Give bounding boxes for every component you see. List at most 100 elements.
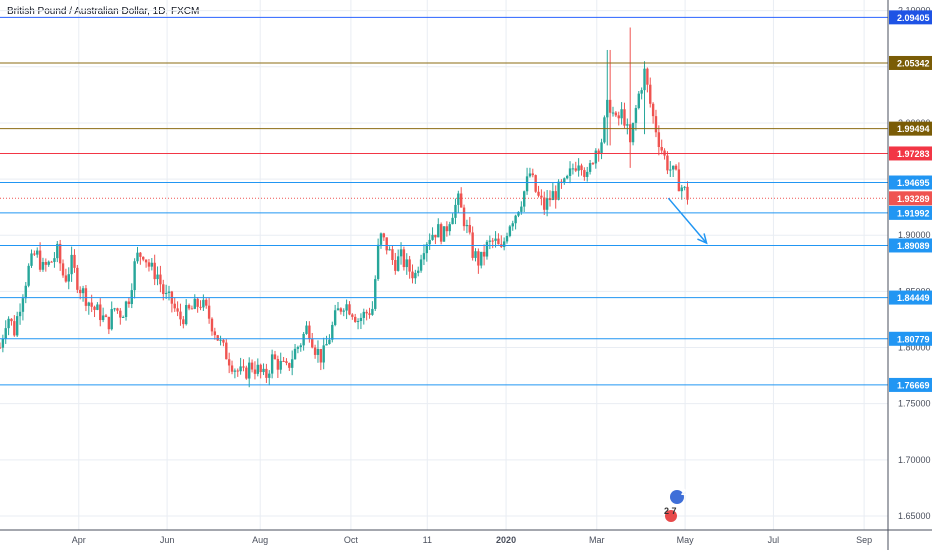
- price-badge-label: 2.05342: [897, 58, 930, 68]
- candle-body: [594, 150, 598, 164]
- candle-body: [445, 226, 449, 232]
- candle-body: [603, 117, 606, 143]
- candle-body: [419, 259, 423, 271]
- candle-body: [643, 68, 646, 91]
- candle-body: [468, 224, 471, 233]
- candle-body: [405, 259, 408, 268]
- candle-body: [454, 204, 457, 218]
- candle-body: [608, 99, 612, 113]
- candle-body: [356, 321, 360, 323]
- x-tick-label: 11: [423, 535, 432, 545]
- x-tick-label: Apr: [72, 535, 86, 545]
- candle-body: [207, 305, 211, 319]
- x-tick-label: Aug: [252, 535, 268, 545]
- candle-body: [474, 251, 477, 258]
- candle-body: [225, 342, 228, 360]
- candle-body: [411, 271, 414, 279]
- candle-body: [531, 173, 534, 176]
- candle-body: [528, 173, 532, 177]
- candle-body: [686, 186, 689, 200]
- candle-body: [646, 68, 649, 85]
- candle-body: [64, 275, 68, 282]
- candle-body: [565, 175, 569, 179]
- candle-body: [371, 308, 374, 315]
- candle-body: [523, 191, 526, 207]
- candle-body: [196, 298, 199, 307]
- candle-body: [540, 195, 543, 198]
- candles-layer: [0, 27, 689, 388]
- x-tick-label: Jul: [768, 535, 780, 545]
- price-badge-label: 1.93289: [897, 194, 930, 204]
- candle-body: [611, 112, 615, 114]
- candle-body: [325, 344, 328, 346]
- candle-body: [462, 207, 466, 227]
- candle-body: [81, 288, 85, 294]
- candle-body: [434, 234, 437, 238]
- candle-body: [437, 224, 440, 238]
- candle-body: [184, 305, 188, 325]
- candle-body: [296, 347, 300, 349]
- candle-body: [551, 191, 555, 201]
- candle-body: [199, 306, 202, 308]
- candle-body: [617, 115, 620, 119]
- candle-body: [451, 217, 454, 225]
- candle-body: [276, 359, 280, 370]
- candle-body: [657, 132, 661, 148]
- candle-body: [270, 354, 274, 374]
- candle-body: [182, 319, 185, 325]
- candle-body: [56, 243, 59, 259]
- candle-body: [7, 318, 10, 329]
- event-icons[interactable]: 2 2 7: [664, 487, 686, 522]
- event-icon-bottom-label: 2 7: [664, 506, 677, 516]
- candle-body: [545, 198, 549, 210]
- price-badge: [889, 121, 932, 136]
- candle-body: [139, 252, 142, 257]
- candle-body: [299, 345, 302, 348]
- candle-body: [319, 348, 323, 363]
- candle-body: [376, 244, 380, 280]
- chart-title: British Pound / Australian Dollar, 1D, F…: [7, 6, 200, 17]
- candle-body: [316, 348, 320, 355]
- candle-body: [173, 303, 176, 309]
- candle-body: [107, 316, 111, 330]
- candle-body: [488, 240, 492, 242]
- event-icon-top[interactable]: [670, 490, 684, 504]
- candle-body: [640, 90, 643, 94]
- candle-body: [620, 109, 623, 119]
- candle-body: [402, 249, 406, 268]
- horizontal-levels[interactable]: [0, 16, 888, 386]
- candle-body: [213, 331, 217, 336]
- candle-body: [394, 260, 397, 271]
- candle-body: [265, 368, 268, 378]
- candle-body: [634, 108, 638, 123]
- candle-body: [79, 289, 82, 294]
- candle-body: [136, 252, 139, 262]
- candle-body: [302, 333, 305, 346]
- candle-body: [591, 163, 595, 165]
- candle-body: [534, 175, 537, 192]
- candle-body: [273, 354, 277, 360]
- candle-body: [116, 308, 119, 311]
- candle-body: [202, 299, 205, 308]
- event-icon-top-label: 2: [681, 487, 686, 497]
- projection-arrow[interactable]: [667, 197, 708, 245]
- candle-body: [219, 339, 222, 341]
- candle-body: [537, 191, 540, 196]
- x-axis-ticks: Apr Jun Aug Oct 11 2020 Mar May Jul Sep: [72, 535, 872, 545]
- candle-body: [87, 302, 90, 306]
- candle-body: [15, 316, 19, 336]
- y-tick-label: 1.75000: [898, 399, 931, 409]
- candle-body: [147, 262, 151, 267]
- candle-body: [288, 363, 291, 368]
- arrow-head: [697, 233, 708, 245]
- candle-body: [485, 241, 489, 257]
- candle-body: [666, 155, 669, 171]
- candle-body: [359, 317, 363, 322]
- candle-body: [385, 237, 388, 251]
- event-icon-bottom[interactable]: [665, 510, 677, 522]
- price-badge: [889, 146, 932, 161]
- candle-body: [480, 251, 483, 266]
- candle-body: [637, 93, 640, 109]
- candle-body: [379, 233, 383, 245]
